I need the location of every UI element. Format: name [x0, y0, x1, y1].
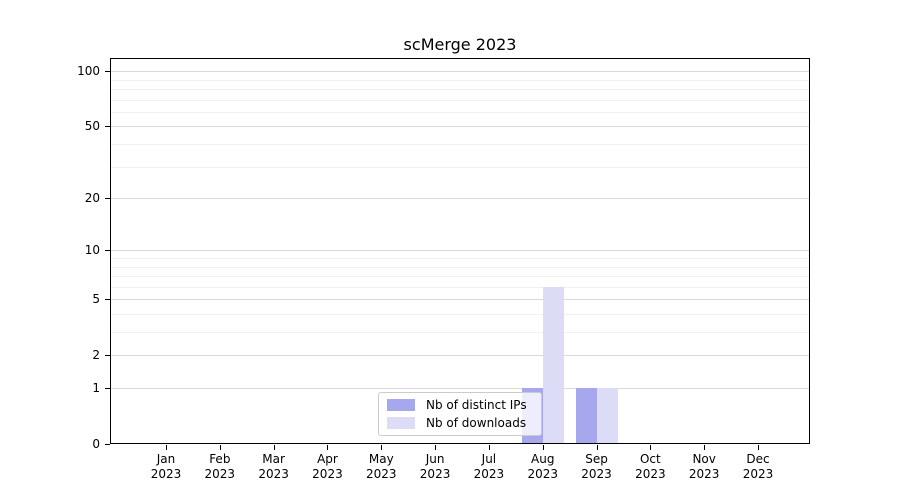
y-axis-tick-label: 100 [77, 64, 100, 79]
major-gridline [110, 126, 810, 128]
x-tick-year: 2023 [312, 467, 343, 481]
x-axis-tick-label: Mar 2023 [246, 452, 302, 482]
minor-gridline [110, 276, 810, 278]
major-gridline [110, 355, 810, 357]
x-tick-year: 2023 [419, 467, 451, 481]
minor-gridline [110, 332, 810, 334]
legend-label-downloads: Nb of downloads [426, 416, 527, 430]
legend: Nb of distinct IPs Nb of downloads [378, 392, 542, 436]
x-tick-year: 2023 [688, 467, 720, 481]
legend-swatch-downloads [387, 417, 415, 429]
minor-gridline [110, 266, 810, 268]
x-axis-tick-label: Dec 2023 [730, 452, 786, 482]
x-tick-year: 2023 [527, 467, 558, 481]
y-tick-mark [105, 198, 110, 200]
minor-gridline [110, 314, 810, 315]
y-tick-mark [105, 299, 110, 301]
chart-title: scMerge 2023 [403, 35, 517, 54]
x-tick-month: May [368, 452, 394, 466]
x-tick-month: Sep [585, 452, 608, 466]
x-tick-mark [650, 445, 652, 450]
y-tick-mark [105, 388, 110, 390]
minor-gridline [110, 258, 810, 260]
y-axis-tick-label: 10 [84, 243, 100, 258]
y-axis-tick-label: 0 [92, 437, 100, 451]
y-axis-tick-label: 20 [84, 191, 100, 206]
y-axis-tick-label: 50 [84, 119, 100, 134]
minor-gridline [110, 79, 810, 81]
y-axis-tick-label: 1 [92, 381, 100, 396]
bar-layer [110, 58, 810, 444]
x-tick-year: 2023 [742, 467, 774, 481]
y-tick-mark [105, 126, 110, 128]
bar-downloads-sep [596, 388, 618, 444]
x-tick-month: Oct [639, 452, 661, 466]
x-tick-year: 2023 [258, 467, 289, 481]
x-axis-tick-label: Jan 2023 [138, 452, 194, 482]
legend-swatch-distinct-ips [387, 399, 415, 411]
x-tick-year: 2023 [150, 467, 182, 481]
x-tick-year: 2023 [635, 467, 666, 481]
x-axis-tick-label: Aug 2023 [515, 452, 571, 482]
x-tick-mark [704, 445, 706, 450]
x-axis-tick-label: Oct 2023 [622, 452, 678, 482]
x-tick-mark [166, 445, 167, 450]
x-tick-month: Jul [481, 452, 497, 466]
legend-row-distinct-ips: Nb of distinct IPs [387, 398, 533, 412]
x-tick-mark [488, 445, 490, 450]
x-tick-mark [219, 445, 221, 450]
y-tick-mark [105, 355, 110, 357]
y-tick-mark [105, 250, 110, 252]
grid-layer [110, 58, 810, 444]
legend-label-distinct-ips: Nb of distinct IPs [426, 398, 527, 412]
minor-gridline [110, 89, 810, 91]
x-tick-month: Aug [531, 452, 555, 466]
minor-gridline [110, 286, 810, 288]
x-tick-mark [273, 445, 275, 450]
x-axis-tick-label: Jun 2023 [407, 452, 463, 482]
minor-gridline [110, 99, 810, 101]
x-axis-tick-label: Feb 2023 [192, 452, 248, 482]
x-tick-mark [758, 445, 759, 450]
x-axis-tick-label: May 2023 [353, 452, 409, 482]
y-axis-tick-label: 5 [92, 292, 100, 307]
y-tick-mark [105, 444, 110, 445]
minor-gridline [110, 144, 810, 146]
x-tick-mark [327, 445, 329, 450]
bar-distinct-ips-sep [575, 388, 597, 444]
x-tick-month: Nov [692, 452, 716, 466]
plot-area [110, 58, 810, 444]
x-tick-mark [381, 445, 383, 450]
major-gridline [110, 250, 810, 252]
major-gridline [110, 299, 810, 301]
x-tick-month: Apr [317, 452, 338, 466]
x-tick-year: 2023 [365, 467, 397, 481]
x-tick-mark [542, 445, 544, 450]
x-axis-tick-label: Nov 2023 [676, 452, 732, 482]
x-axis-tick-label: Jul 2023 [461, 452, 517, 482]
major-gridline [110, 198, 810, 200]
x-tick-month: Feb [209, 452, 231, 466]
x-tick-mark [596, 445, 598, 450]
major-gridline [110, 71, 810, 73]
x-tick-year: 2023 [581, 467, 612, 481]
x-tick-month: Jun [425, 452, 445, 466]
legend-row-downloads: Nb of downloads [387, 416, 533, 430]
x-tick-mark [435, 445, 437, 450]
x-axis-tick-label: Apr 2023 [299, 452, 355, 482]
x-tick-month: Jan [156, 452, 176, 466]
x-tick-month: Mar [262, 452, 285, 466]
x-tick-year: 2023 [473, 467, 505, 481]
x-axis-tick-label: Sep 2023 [569, 452, 625, 482]
x-tick-year: 2023 [204, 467, 236, 481]
minor-gridline [110, 111, 810, 113]
y-tick-mark [105, 71, 110, 73]
major-gridline [110, 388, 810, 390]
minor-gridline [110, 166, 810, 168]
y-axis-tick-label: 2 [92, 348, 100, 363]
bar-downloads-aug [542, 286, 564, 444]
x-tick-month: Dec [746, 452, 770, 466]
